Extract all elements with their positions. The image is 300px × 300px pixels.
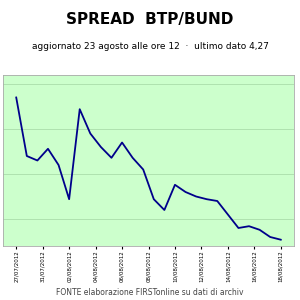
Text: aggiornato 23 agosto alle ore 12  ·  ultimo dato 4,27: aggiornato 23 agosto alle ore 12 · ultim… bbox=[32, 42, 268, 51]
Text: SPREAD  BTP/BUND: SPREAD BTP/BUND bbox=[66, 12, 234, 27]
Text: FONTE elaborazione FIRSTonline su dati di archiv: FONTE elaborazione FIRSTonline su dati d… bbox=[56, 288, 244, 297]
